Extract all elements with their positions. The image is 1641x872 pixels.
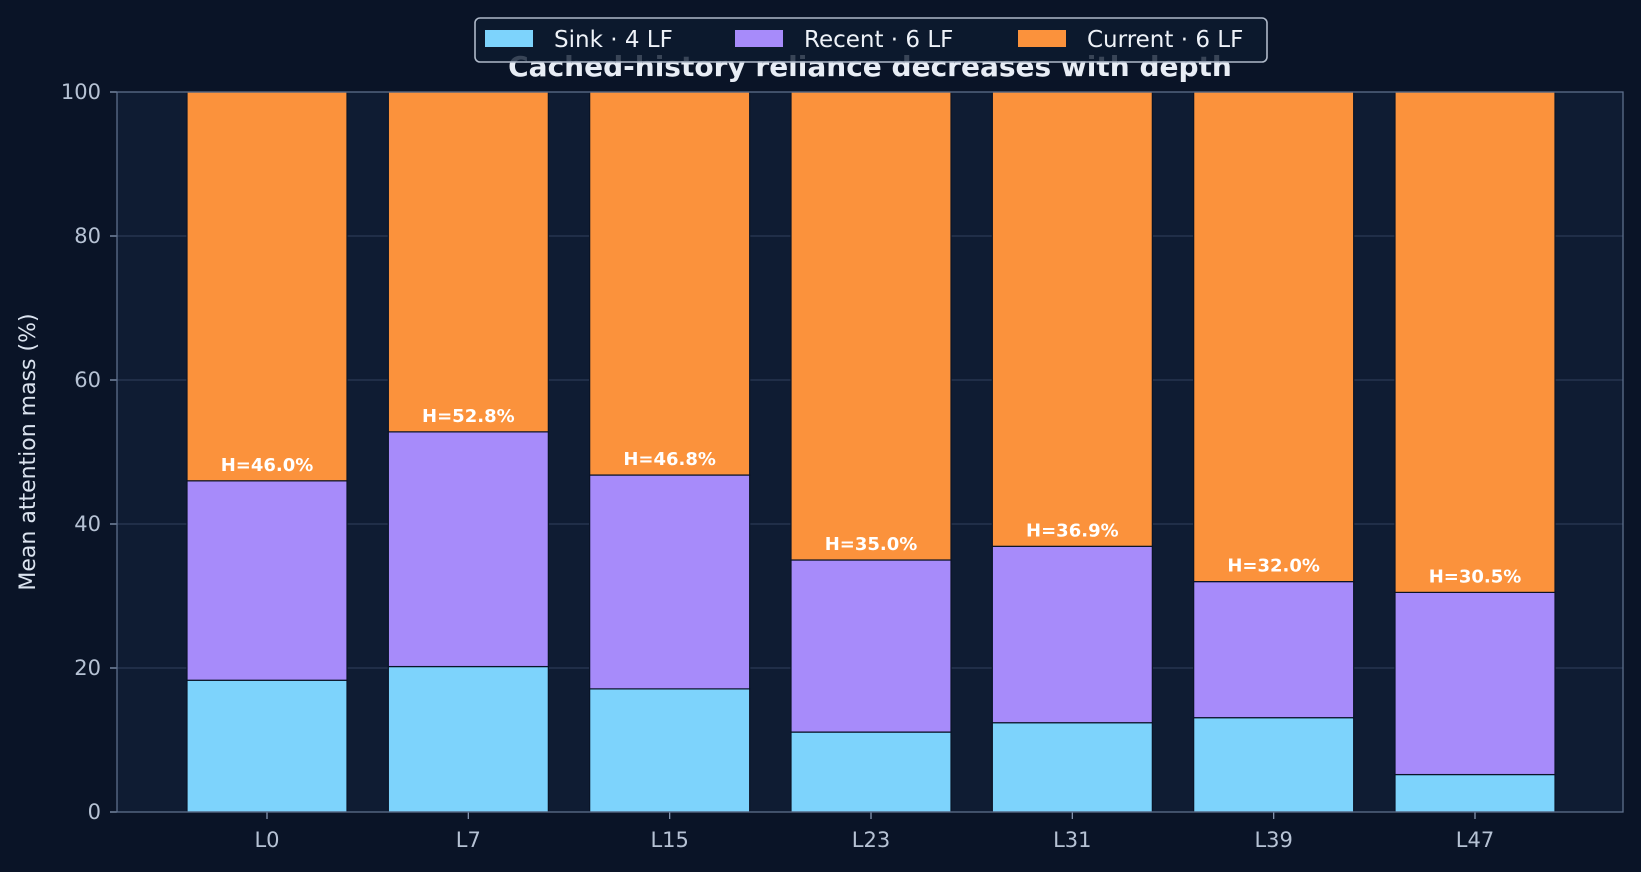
plot-frame: [116, 91, 1624, 813]
bar-segment: [186, 480, 348, 681]
x-tick-label: L23: [852, 828, 890, 852]
bar-segment: [186, 91, 348, 482]
bar-segment: [589, 688, 751, 813]
bar-segment: [1193, 717, 1355, 813]
bar-segment: [1394, 591, 1556, 776]
bar-segment: [1193, 91, 1355, 583]
y-tick-label: 100: [61, 80, 101, 104]
legend-swatch: [485, 30, 533, 47]
x-tick-label: L7: [456, 828, 481, 852]
x-tick-label: L15: [650, 828, 688, 852]
bar-annotation: H=46.0%: [221, 455, 314, 476]
bars: [186, 91, 1556, 813]
x-tick-label: L0: [254, 828, 279, 852]
y-axis-title: Mean attention mass (%): [16, 313, 41, 590]
bar-segment: [1193, 580, 1355, 719]
x-tick-label: L39: [1254, 828, 1292, 852]
bar-segment: [991, 722, 1153, 813]
bar-segment: [186, 679, 348, 813]
bar-segment: [1394, 91, 1556, 593]
bar-segment: [790, 91, 952, 561]
bar-annotation: H=32.0%: [1227, 556, 1320, 577]
bar-annotation: H=35.0%: [825, 534, 918, 555]
y-tick-label: 40: [74, 512, 101, 536]
x-tick-label: L31: [1053, 828, 1091, 852]
bar-segment: [589, 91, 751, 476]
y-tick-label: 80: [74, 224, 101, 248]
y-tick-label: 20: [74, 656, 101, 680]
axes: 0 20 40 60 80 100 L0 L7 L15 L23 L31 L39 L47: [61, 80, 1624, 852]
y-tick-label: 0: [88, 800, 101, 824]
bar-segment: [1394, 773, 1556, 813]
legend-box: [474, 17, 1268, 63]
bar-segment: [387, 91, 549, 433]
legend-label: Sink · 4 LF: [554, 27, 673, 53]
legend-swatch: [1018, 30, 1066, 47]
bar-annotation: H=46.8%: [623, 449, 716, 470]
legend-label: Current · 6 LF: [1087, 27, 1243, 53]
bar-annotation: H=52.8%: [422, 406, 515, 427]
bar-annotation: H=30.5%: [1429, 566, 1522, 587]
bar-annotations: H=46.0% H=52.8% H=46.8% H=35.0% H=36.9% H=32.…: [221, 406, 1522, 588]
y-tick-label: 60: [74, 368, 101, 392]
legend-swatch: [735, 30, 783, 47]
bar-segment: [790, 731, 952, 813]
bar-segment: [589, 474, 751, 690]
x-tick-label: L47: [1456, 828, 1494, 852]
bar-segment: [991, 545, 1153, 724]
bar-segment: [991, 91, 1153, 547]
bar-annotation: H=36.9%: [1026, 520, 1119, 541]
legend-label: Recent · 6 LF: [804, 27, 953, 53]
legend: Sink · 4 LF Recent · 6 LF Current · 6 LF: [474, 17, 1268, 63]
bar-segment: [790, 559, 952, 733]
bar-segment: [387, 665, 549, 813]
bar-segment: [387, 431, 549, 668]
